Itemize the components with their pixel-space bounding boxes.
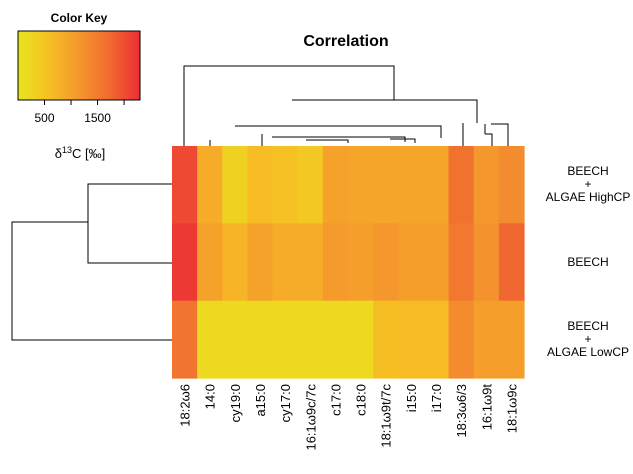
column-label: c17:0 bbox=[328, 384, 343, 416]
column-label: 18:1ω9c bbox=[504, 384, 519, 434]
row-label-line: BEECH bbox=[567, 164, 609, 178]
column-dendrogram bbox=[183, 65, 509, 146]
row-label-beech-algae-highcp: BEECH + ALGAE HighCP bbox=[533, 165, 633, 204]
column-label: a15:0 bbox=[253, 384, 268, 417]
heatmap-cell bbox=[398, 146, 425, 224]
heatmap-cell bbox=[423, 300, 450, 379]
color-key-title: Color Key bbox=[51, 11, 108, 25]
row-label-beech-algae-lowcp: BEECH + ALGAE LowCP bbox=[533, 320, 633, 359]
heatmap-cells bbox=[172, 146, 525, 379]
heatmap-cell bbox=[322, 223, 349, 302]
heatmap-cell bbox=[247, 300, 274, 379]
column-label: 16:1ω9c/7c bbox=[303, 384, 318, 451]
heatmap-cell bbox=[373, 300, 399, 379]
heatmap-cell bbox=[423, 146, 450, 224]
heatmap-cell bbox=[172, 223, 198, 302]
heatmap-cell bbox=[272, 223, 299, 302]
row-label-beech: BEECH bbox=[533, 256, 633, 269]
color-key-tick-label: 500 bbox=[35, 111, 55, 125]
color-key-label: δ13C [‰] bbox=[55, 145, 106, 161]
heatmap-cell bbox=[373, 223, 399, 302]
row-label-line: BEECH bbox=[567, 319, 609, 333]
column-label: cy17:0 bbox=[278, 384, 293, 422]
row-label-line: ALGAE LowCP bbox=[546, 345, 630, 359]
column-label: i15:0 bbox=[404, 384, 419, 412]
heatmap-cell bbox=[247, 146, 274, 224]
heatmap-cell bbox=[423, 223, 450, 302]
heatmap-cell bbox=[172, 146, 198, 224]
column-label: c18:0 bbox=[354, 384, 369, 416]
heatmap-cell bbox=[398, 223, 425, 302]
heatmap-cell bbox=[448, 146, 475, 224]
column-label: 18:1ω9t/7c bbox=[379, 384, 394, 448]
heatmap-cell bbox=[197, 223, 223, 302]
heatmap-cell bbox=[222, 223, 249, 302]
heatmap-cell bbox=[322, 300, 349, 379]
heatmap-cell bbox=[272, 146, 299, 224]
heatmap-cell bbox=[247, 223, 274, 302]
heatmap-cell bbox=[498, 146, 525, 224]
heatmap-cell bbox=[222, 146, 249, 224]
row-label-line: ALGAE HighCP bbox=[545, 190, 631, 204]
heatmap-cell bbox=[297, 223, 324, 302]
heatmap-cell bbox=[222, 300, 249, 379]
heatmap-cell bbox=[473, 223, 500, 302]
row-label-line: BEECH bbox=[567, 255, 609, 269]
heatmap-cell bbox=[448, 300, 475, 379]
heatmap-cell bbox=[473, 300, 500, 379]
heatmap-cell bbox=[197, 146, 223, 224]
row-dendrogram bbox=[11, 183, 172, 341]
heatmap-cell bbox=[297, 300, 324, 379]
heatmap-cell bbox=[348, 300, 374, 379]
heatmap-cell bbox=[172, 300, 198, 379]
column-labels: 18:2ω6 14:0 cy19:0 a15:0 cy17:0 16:1ω9c/7c c17… bbox=[178, 384, 520, 451]
heatmap-cell bbox=[398, 300, 425, 379]
heatmap-cell bbox=[272, 300, 299, 379]
column-label: 16:1ω9t bbox=[479, 384, 494, 431]
heatmap-cell bbox=[373, 146, 399, 224]
heatmap-cell bbox=[297, 146, 324, 224]
heatmap-cell bbox=[498, 223, 525, 302]
column-label: 18:3ω6/3 bbox=[454, 384, 469, 438]
column-label: cy19:0 bbox=[228, 384, 243, 422]
heatmap-cell bbox=[448, 223, 475, 302]
row-label-line: + bbox=[584, 177, 592, 191]
heatmap-cell bbox=[348, 146, 374, 224]
color-key-tick-label: 1500 bbox=[84, 111, 111, 125]
chart-title: Correlation bbox=[303, 33, 388, 50]
heatmap-cell bbox=[348, 223, 374, 302]
heatmap-cell bbox=[473, 146, 500, 224]
heatmap-cell bbox=[197, 300, 223, 379]
heatmap-cell bbox=[322, 146, 349, 224]
column-label: i17:0 bbox=[429, 384, 444, 412]
column-label: 18:2ω6 bbox=[178, 384, 193, 427]
row-label-line: + bbox=[584, 332, 592, 346]
heatmap-cell bbox=[498, 300, 525, 379]
column-label: 14:0 bbox=[203, 384, 218, 409]
color-key-bar bbox=[17, 30, 141, 101]
